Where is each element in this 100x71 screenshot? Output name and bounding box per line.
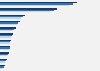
- Bar: [0, 2, 77, 3]
- Bar: [0, 16, 24, 17]
- Bar: [0, 52, 9, 54]
- Bar: [0, 3, 73, 5]
- Bar: [0, 36, 11, 38]
- Bar: [0, 65, 5, 66]
- Bar: [0, 8, 57, 10]
- Bar: [0, 46, 10, 47]
- Bar: [0, 11, 50, 12]
- Bar: [0, 40, 11, 41]
- Bar: [0, 35, 12, 36]
- Bar: [0, 24, 16, 25]
- Bar: [0, 17, 21, 19]
- Bar: [0, 60, 6, 61]
- Bar: [0, 66, 4, 68]
- Bar: [0, 61, 5, 63]
- Bar: [0, 30, 12, 31]
- Bar: [0, 15, 25, 16]
- Bar: [0, 22, 18, 24]
- Bar: [0, 29, 14, 30]
- Bar: [0, 49, 9, 50]
- Bar: [0, 41, 10, 42]
- Bar: [0, 10, 54, 11]
- Bar: [0, 21, 20, 22]
- Bar: [0, 33, 13, 35]
- Bar: [0, 68, 4, 69]
- Bar: [0, 27, 16, 29]
- Bar: [0, 42, 10, 44]
- Bar: [0, 59, 7, 60]
- Bar: [0, 47, 10, 49]
- Bar: [0, 54, 8, 55]
- Bar: [0, 55, 7, 56]
- Bar: [0, 5, 69, 6]
